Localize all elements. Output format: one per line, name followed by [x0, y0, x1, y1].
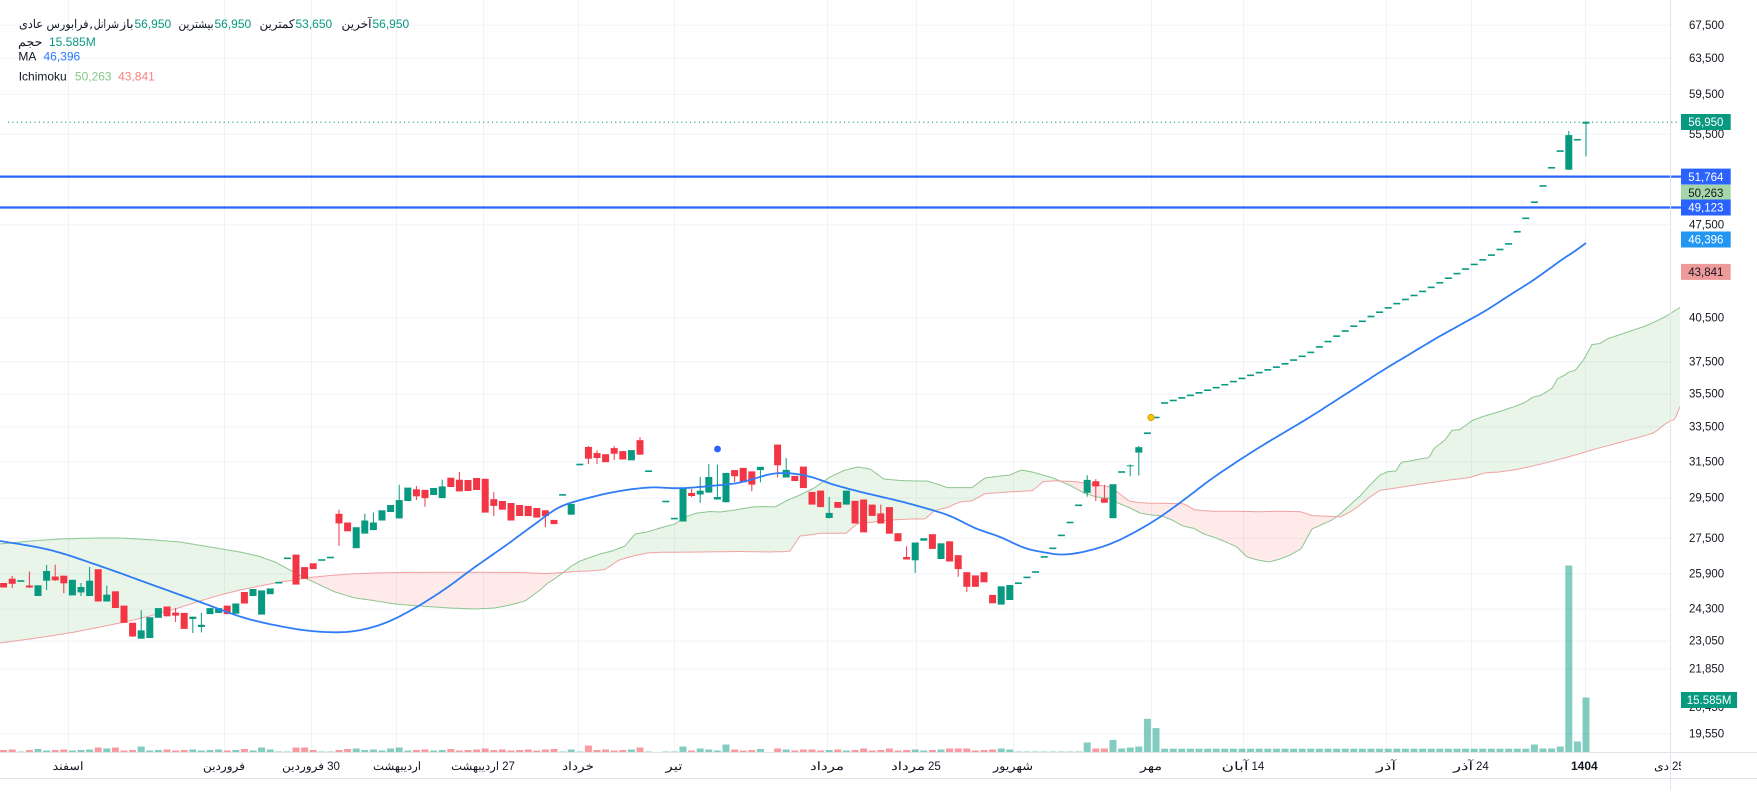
svg-text:50,263: 50,263	[75, 70, 112, 84]
svg-text:46,396: 46,396	[44, 50, 81, 64]
svg-text:15.585M: 15.585M	[1687, 695, 1732, 707]
svg-text:67,500: 67,500	[1689, 20, 1724, 32]
svg-text:63,500: 63,500	[1689, 53, 1724, 65]
svg-text:33,500: 33,500	[1689, 422, 1724, 434]
svg-text:37,500: 37,500	[1689, 356, 1724, 368]
svg-text:56,950: 56,950	[135, 17, 172, 31]
svg-text:29,500: 29,500	[1689, 493, 1724, 505]
svg-text:25: 25	[928, 761, 941, 773]
svg-text:53,650: 53,650	[296, 17, 333, 31]
svg-text:43,841: 43,841	[1688, 267, 1723, 279]
svg-text:51,764: 51,764	[1688, 172, 1724, 184]
svg-text:27: 27	[502, 761, 515, 773]
svg-text:21,850: 21,850	[1689, 664, 1724, 676]
svg-text:25: 25	[1672, 761, 1685, 773]
svg-text:24,300: 24,300	[1689, 604, 1724, 616]
svg-text:25,900: 25,900	[1689, 569, 1724, 581]
svg-text:56,950: 56,950	[1688, 117, 1723, 129]
svg-text:56,950: 56,950	[215, 17, 252, 31]
svg-text:31,500: 31,500	[1689, 456, 1724, 468]
svg-text:MA: MA	[18, 50, 36, 64]
svg-text:Ichimoku: Ichimoku	[19, 70, 67, 84]
svg-text:46,396: 46,396	[1688, 235, 1723, 247]
svg-text:55,500: 55,500	[1689, 129, 1724, 141]
svg-text:43,841: 43,841	[118, 70, 155, 84]
svg-text:30: 30	[327, 761, 340, 773]
svg-text:14: 14	[1252, 761, 1265, 773]
svg-text:40,500: 40,500	[1689, 313, 1724, 325]
svg-text:56,950: 56,950	[373, 17, 410, 31]
svg-text:24: 24	[1476, 761, 1489, 773]
svg-text:15.585M: 15.585M	[49, 35, 96, 49]
svg-text:59,500: 59,500	[1689, 89, 1724, 101]
svg-text:35,500: 35,500	[1689, 389, 1724, 401]
svg-text:27,500: 27,500	[1689, 533, 1724, 545]
svg-text:23,050: 23,050	[1689, 636, 1724, 648]
svg-text:50,263: 50,263	[1688, 188, 1723, 200]
svg-text:49,123: 49,123	[1688, 203, 1723, 215]
svg-text:1404: 1404	[1571, 759, 1598, 773]
svg-text:19,550: 19,550	[1689, 729, 1724, 741]
svg-text:47,500: 47,500	[1689, 220, 1724, 232]
